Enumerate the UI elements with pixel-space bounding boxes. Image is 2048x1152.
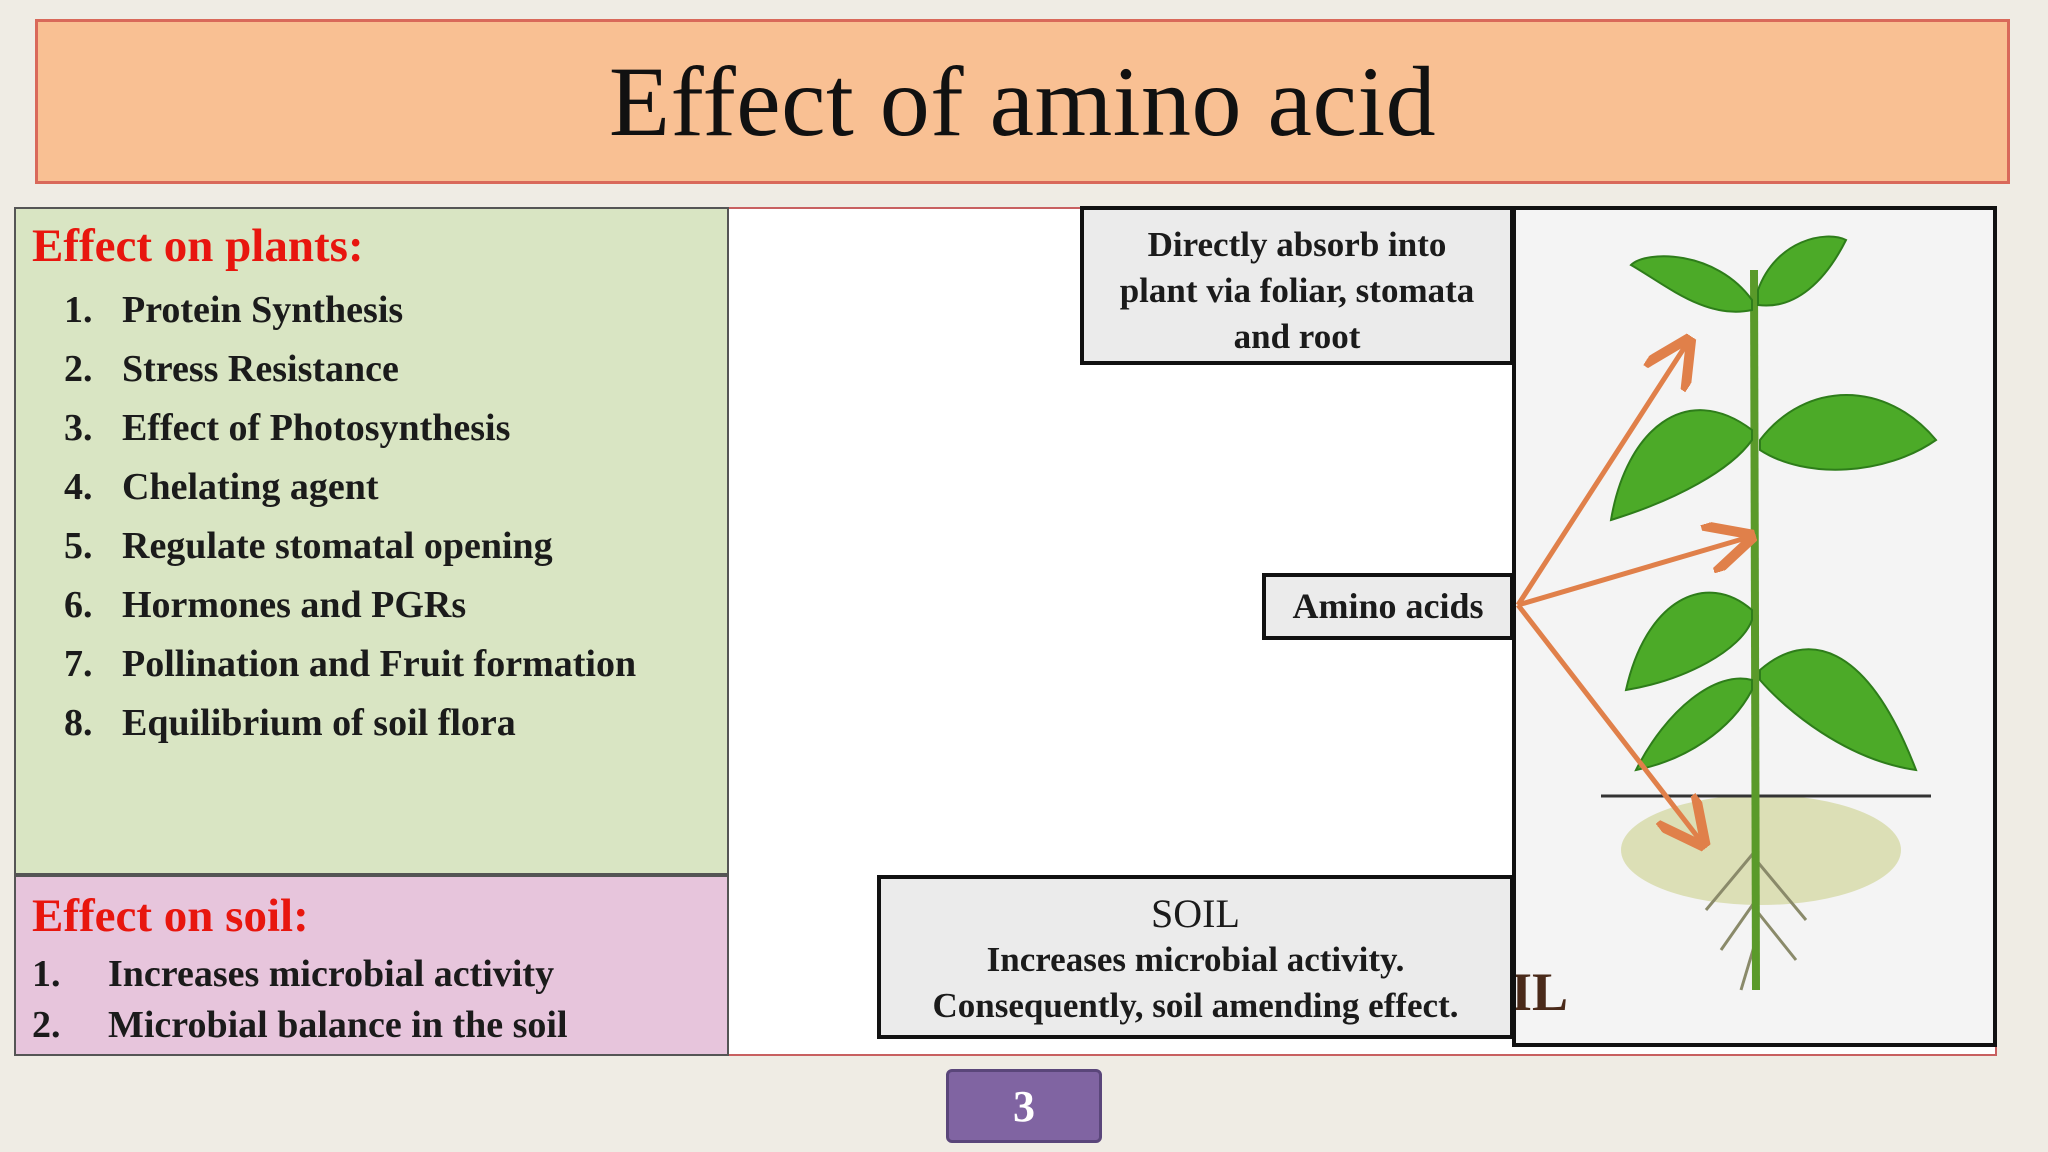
plant-svg: IL — [1516, 210, 1993, 1043]
amino-acids-label: Amino acids — [1262, 573, 1514, 640]
soil-list: 1. Increases microbial activity 2. Microbi… — [32, 949, 568, 1051]
list-number: 4. — [64, 466, 93, 508]
list-label: Equilibrium of soil flora — [122, 702, 516, 744]
plants-list: 1. Protein Synthesis 2. Stress Resistance … — [64, 281, 636, 753]
soil-callout-title: SOIL — [1151, 891, 1240, 936]
list-label: Chelating agent — [122, 466, 379, 508]
list-item: 1. Protein Synthesis — [64, 281, 636, 340]
list-item: 3. Effect of Photosynthesis — [64, 399, 636, 458]
soil-panel: Effect on soil: 1. Increases microbial ac… — [14, 875, 729, 1056]
list-label: Increases microbial activity — [108, 953, 555, 995]
list-number: 2. — [32, 1004, 61, 1046]
list-label: Hormones and PGRs — [122, 584, 467, 626]
list-number: 8. — [64, 702, 93, 744]
list-item: 4. Chelating agent — [64, 458, 636, 517]
absorb-callout: Directly absorb into plant via foliar, s… — [1080, 206, 1514, 365]
plant-stem — [1750, 269, 1760, 991]
list-number: 2. — [64, 348, 93, 390]
slide-title: Effect of amino acid — [608, 46, 1437, 157]
title-bar: Effect of amino acid — [35, 19, 2010, 184]
absorb-line-2: plant via foliar, stomata — [1119, 271, 1475, 310]
absorb-line-1: Directly absorb into — [1147, 225, 1447, 264]
soil-line-1: Increases microbial activity. — [986, 940, 1405, 979]
soil-patch — [1621, 795, 1901, 905]
list-number: 1. — [64, 289, 93, 331]
list-label: Pollination and Fruit formation — [122, 643, 637, 685]
list-item: 2. Microbial balance in the soil — [32, 1000, 568, 1051]
list-number: 3. — [64, 407, 93, 449]
list-number: 6. — [64, 584, 93, 626]
list-item: 2. Stress Resistance — [64, 340, 636, 399]
list-item: 1. Increases microbial activity — [32, 949, 568, 1000]
soil-heading: Effect on soil: — [32, 890, 309, 942]
plants-panel: Effect on plants: 1. Protein Synthesis 2.… — [14, 207, 729, 875]
list-label: Regulate stomatal opening — [122, 525, 553, 567]
plants-heading: Effect on plants: — [32, 220, 364, 272]
list-number: 7. — [64, 643, 93, 685]
page-number-badge: 3 — [946, 1069, 1102, 1143]
plant-illustration: IL — [1512, 206, 1997, 1047]
list-item: 7. Pollination and Fruit formation — [64, 635, 636, 694]
absorb-line-3: and root — [1233, 317, 1361, 356]
soil-line-2: Consequently, soil amending effect. — [932, 986, 1459, 1025]
soil-label-fragment: IL — [1516, 962, 1568, 1022]
list-label: Protein Synthesis — [122, 289, 404, 331]
list-number: 1. — [32, 953, 61, 995]
list-label: Stress Resistance — [122, 348, 399, 390]
list-item: 6. Hormones and PGRs — [64, 576, 636, 635]
list-item: 8. Equilibrium of soil flora — [64, 694, 636, 753]
list-label: Microbial balance in the soil — [108, 1004, 568, 1046]
list-number: 5. — [64, 525, 93, 567]
list-label: Effect of Photosynthesis — [122, 407, 511, 449]
list-item: 5. Regulate stomatal opening — [64, 517, 636, 576]
soil-callout: SOIL Increases microbial activity. Conse… — [877, 875, 1514, 1039]
